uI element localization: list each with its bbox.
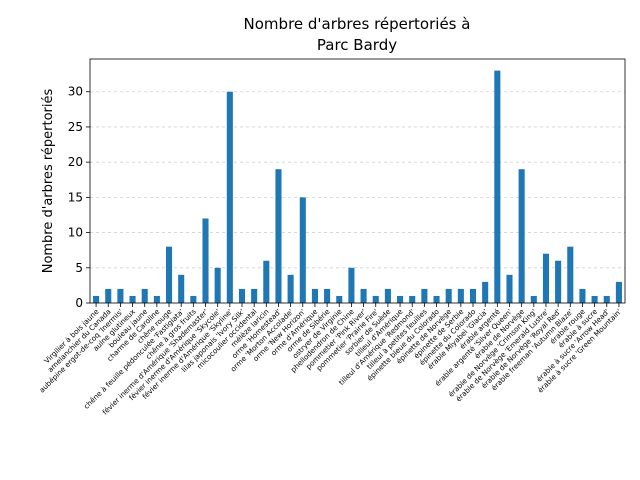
y-axis-label: Nombre d'arbres répertoriés xyxy=(41,88,56,273)
bar xyxy=(530,295,537,303)
bar xyxy=(275,169,282,303)
bar xyxy=(482,281,489,303)
plot-frame xyxy=(89,58,626,304)
bar xyxy=(226,91,233,303)
bar xyxy=(214,267,221,303)
bar xyxy=(567,246,574,303)
bar xyxy=(445,288,452,303)
chart-title: Parc Bardy xyxy=(317,36,397,54)
bar xyxy=(202,218,209,303)
bar xyxy=(263,260,270,303)
bar xyxy=(324,288,331,303)
chart-title: Nombre d'arbres répertoriés à xyxy=(244,15,471,33)
bar xyxy=(336,295,343,303)
bar xyxy=(117,288,124,303)
y-tick-label: 5 xyxy=(75,261,83,275)
y-tick-label: 10 xyxy=(68,226,83,240)
bar xyxy=(178,274,185,303)
bar xyxy=(311,288,318,303)
bar xyxy=(555,260,562,303)
bar xyxy=(105,288,112,303)
bar xyxy=(433,295,440,303)
bar xyxy=(506,274,513,303)
bar xyxy=(348,267,355,303)
bar xyxy=(591,295,598,303)
bar xyxy=(421,288,428,303)
y-tick-label: 25 xyxy=(68,120,83,134)
bar xyxy=(409,295,416,303)
bar xyxy=(238,288,246,303)
bar xyxy=(129,295,136,303)
bar xyxy=(579,288,586,303)
bar xyxy=(518,169,525,303)
bar xyxy=(287,274,294,303)
y-tick-label: 30 xyxy=(68,85,83,99)
bar xyxy=(153,295,160,303)
bar xyxy=(457,288,464,303)
bar xyxy=(615,281,622,303)
bar xyxy=(360,288,367,303)
bar xyxy=(165,246,173,303)
bar xyxy=(494,70,501,303)
bar xyxy=(603,295,610,303)
bar xyxy=(469,288,477,303)
bar xyxy=(372,295,379,303)
bar xyxy=(190,295,197,303)
bar xyxy=(93,295,100,303)
bar xyxy=(251,288,258,303)
bar xyxy=(299,197,306,303)
bar xyxy=(141,288,148,303)
bar xyxy=(542,253,550,303)
y-tick-label: 20 xyxy=(68,155,83,169)
bar xyxy=(384,288,391,303)
y-tick-label: 15 xyxy=(68,190,83,204)
y-tick-label: 0 xyxy=(75,296,83,310)
bar xyxy=(397,295,404,303)
